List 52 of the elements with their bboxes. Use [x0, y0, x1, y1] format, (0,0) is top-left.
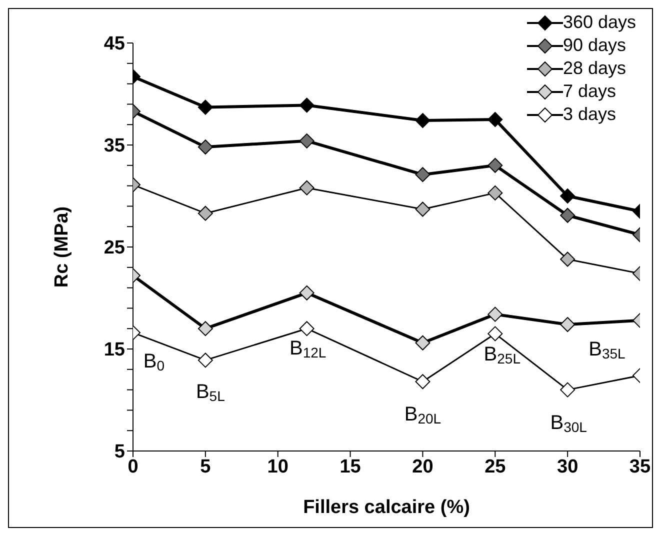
point — [198, 140, 213, 155]
legend-label: 7 days — [562, 80, 616, 103]
point — [299, 180, 314, 196]
point — [415, 374, 430, 390]
x-tick-label: 25 — [484, 456, 506, 478]
annotation: B$_{0}$ — [143, 350, 165, 374]
x-tick-label: 5 — [200, 456, 212, 478]
point — [299, 98, 314, 113]
point — [415, 335, 430, 350]
y-tick-label: 5 — [114, 442, 126, 463]
y-axis-title: Rc (MPa) — [52, 206, 73, 288]
legend-label: 28 days — [562, 57, 626, 80]
point — [198, 206, 213, 221]
point — [560, 252, 576, 267]
annotation: B$_{35L}$ — [588, 338, 626, 362]
x-tick-label: 30 — [557, 456, 578, 478]
point — [488, 158, 503, 173]
point — [299, 285, 314, 300]
legend-label: 90 days — [562, 34, 626, 57]
x-tick-label: 0 — [128, 456, 138, 478]
legend-label: 360 days — [562, 11, 636, 34]
y-tick-label: 15 — [104, 340, 126, 361]
point — [198, 100, 213, 115]
legend-label: 3 days — [562, 103, 616, 126]
point — [488, 306, 503, 322]
point — [198, 352, 213, 368]
point — [415, 167, 430, 182]
point — [415, 113, 430, 128]
point — [488, 326, 503, 342]
point — [488, 185, 503, 200]
point — [198, 321, 213, 336]
point — [560, 382, 576, 398]
point — [560, 208, 576, 223]
x-tick-label: 15 — [340, 456, 362, 478]
annotation: B$_{5L}$ — [196, 382, 226, 404]
point — [299, 133, 314, 148]
y-tick-label: 35 — [104, 136, 126, 157]
point — [560, 188, 576, 204]
annotation: B$_{20L}$ — [404, 404, 442, 427]
annotation: B$_{25L}$ — [484, 344, 521, 367]
x-axis-title: Fillers calcaire (%) — [303, 497, 470, 518]
y-tick-label: 25 — [104, 238, 126, 259]
annotation: B$_{12L}$ — [289, 338, 326, 360]
annotation: B$_{30L}$ — [550, 412, 588, 435]
point — [299, 321, 314, 336]
x-tick-label: 20 — [412, 456, 434, 478]
x-tick-label: 10 — [267, 456, 288, 478]
y-tick-label: 45 — [104, 34, 126, 55]
point — [415, 202, 430, 217]
x-tick-label: 35 — [629, 456, 651, 478]
point — [488, 112, 503, 127]
point — [560, 317, 576, 332]
